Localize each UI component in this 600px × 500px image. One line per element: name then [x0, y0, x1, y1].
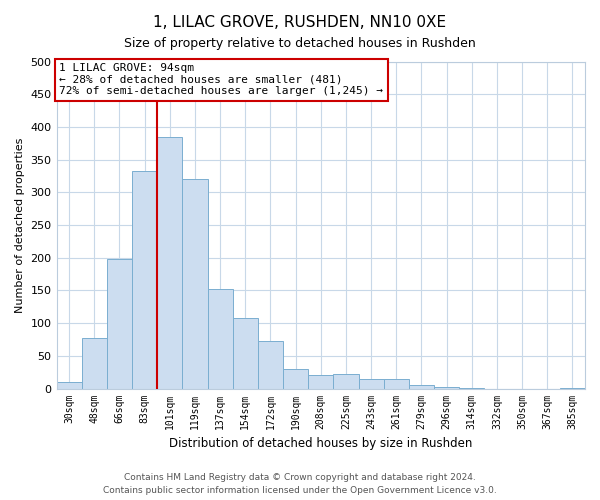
Text: Size of property relative to detached houses in Rushden: Size of property relative to detached ho…: [124, 38, 476, 51]
Bar: [383, 378, 409, 388]
Bar: [233, 318, 258, 388]
Text: Contains HM Land Registry data © Crown copyright and database right 2024.
Contai: Contains HM Land Registry data © Crown c…: [103, 473, 497, 495]
Bar: [132, 170, 157, 388]
Text: 1 LILAC GROVE: 94sqm
← 28% of detached houses are smaller (481)
72% of semi-deta: 1 LILAC GROVE: 94sqm ← 28% of detached h…: [59, 63, 383, 96]
Bar: [107, 259, 132, 388]
Y-axis label: Number of detached properties: Number of detached properties: [15, 138, 25, 312]
Bar: [182, 179, 208, 388]
Bar: [334, 374, 359, 388]
Bar: [258, 341, 283, 388]
Bar: [56, 382, 82, 388]
Bar: [434, 387, 459, 388]
Bar: [82, 338, 107, 388]
Bar: [359, 378, 383, 388]
Text: 1, LILAC GROVE, RUSHDEN, NN10 0XE: 1, LILAC GROVE, RUSHDEN, NN10 0XE: [154, 15, 446, 30]
Bar: [409, 386, 434, 388]
Bar: [208, 289, 233, 388]
X-axis label: Distribution of detached houses by size in Rushden: Distribution of detached houses by size …: [169, 437, 472, 450]
Bar: [308, 376, 334, 388]
Bar: [157, 136, 182, 388]
Bar: [283, 369, 308, 388]
